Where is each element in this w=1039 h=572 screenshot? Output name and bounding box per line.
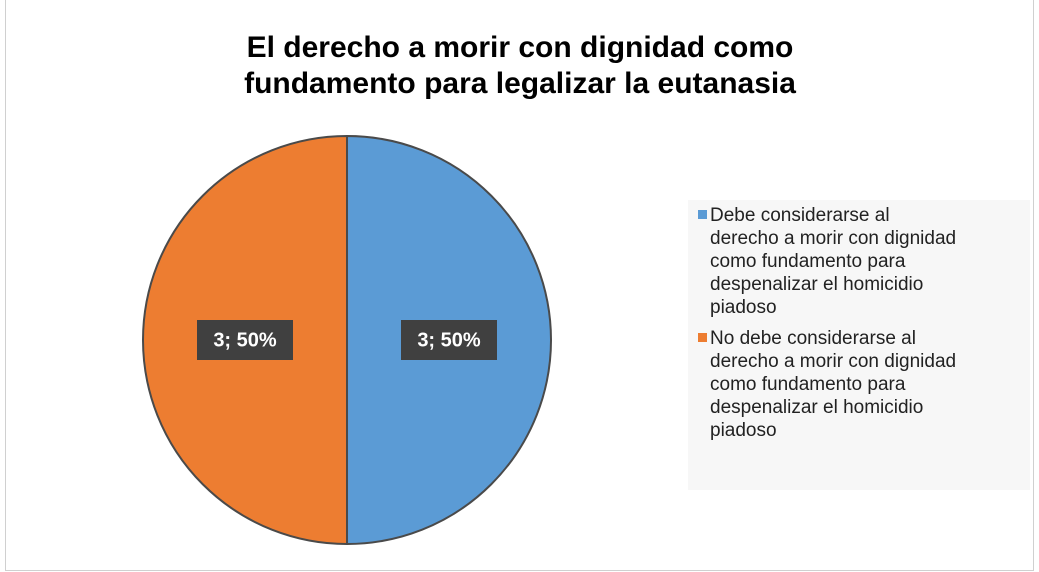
legend-label: Debe considerarse al derecho a morir con… <box>710 205 957 318</box>
data-label-box <box>197 320 293 360</box>
legend-item: Debe considerarse al derecho a morir con… <box>698 204 1030 319</box>
chart-title: El derecho a morir con dignidad como fun… <box>244 31 796 100</box>
data-label: 3; 50% <box>213 329 277 351</box>
data-label: 3; 50% <box>417 329 481 351</box>
legend-marker <box>698 333 707 342</box>
chart-frame <box>5 0 1034 571</box>
legend-label: No debe considerarse al derecho a morir … <box>710 328 957 441</box>
legend-item: No debe considerarse al derecho a morir … <box>698 327 1030 442</box>
legend: Debe considerarse al derecho a morir con… <box>688 200 1030 490</box>
data-label-box <box>401 320 497 360</box>
legend-marker <box>698 210 707 219</box>
